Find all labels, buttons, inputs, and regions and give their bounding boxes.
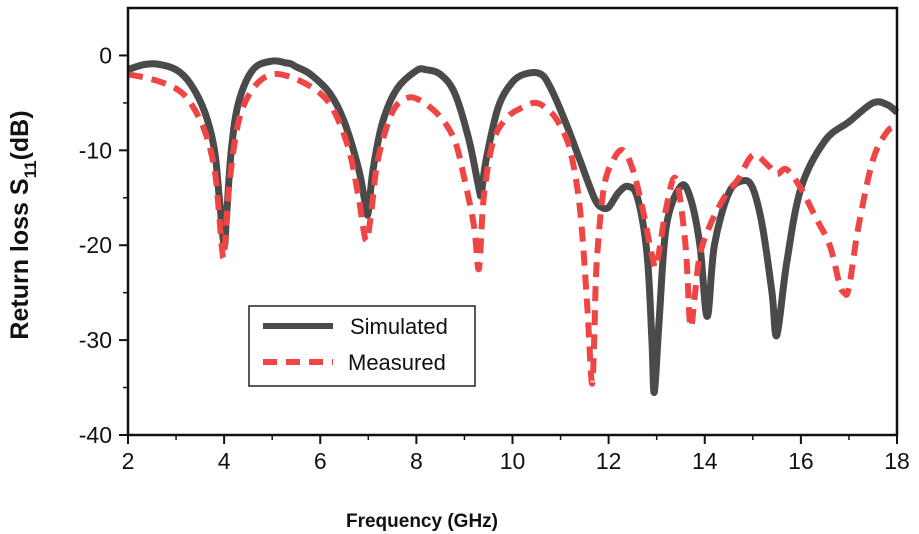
series-line-measured xyxy=(127,71,899,387)
legend-box xyxy=(248,305,476,387)
legend-measured-label: Measured xyxy=(348,350,446,375)
x-tick-label: 12 xyxy=(596,448,622,474)
x-tick-label: 4 xyxy=(218,448,231,474)
legend: Simulated Measured xyxy=(248,305,476,387)
x-tick-label: 2 xyxy=(122,448,135,474)
labels-layer: 2 4 6 8 10 12 14 16 18 0 -10 -20 -30 -40 xyxy=(79,42,910,474)
x-tick-label: 14 xyxy=(692,448,718,474)
x-tick-label: 10 xyxy=(500,448,526,474)
y-axis-title: Return loss S11(dB) xyxy=(6,110,40,339)
y-tick-label: -30 xyxy=(79,327,112,353)
ticks-layer xyxy=(119,54,898,444)
x-tick-label: 6 xyxy=(314,448,327,474)
y-axis-title-unit: (dB) xyxy=(6,110,34,160)
y-tick-label: -10 xyxy=(79,137,112,163)
plot-frame xyxy=(126,6,899,437)
legend-simulated-label: Simulated xyxy=(350,314,448,339)
y-axis-title-subscript: 11 xyxy=(21,160,40,178)
x-tick-label: 18 xyxy=(884,448,910,474)
series-layer xyxy=(126,57,900,396)
x-tick-label: 8 xyxy=(410,448,423,474)
x-axis-title: Frequency (GHz) xyxy=(346,511,498,532)
y-tick-label: -40 xyxy=(79,422,112,448)
x-tick-label: 16 xyxy=(788,448,814,474)
y-tick-label: -20 xyxy=(79,232,112,258)
y-axis-title-main: Return loss S xyxy=(6,178,34,339)
y-tick-label: 0 xyxy=(99,42,112,68)
